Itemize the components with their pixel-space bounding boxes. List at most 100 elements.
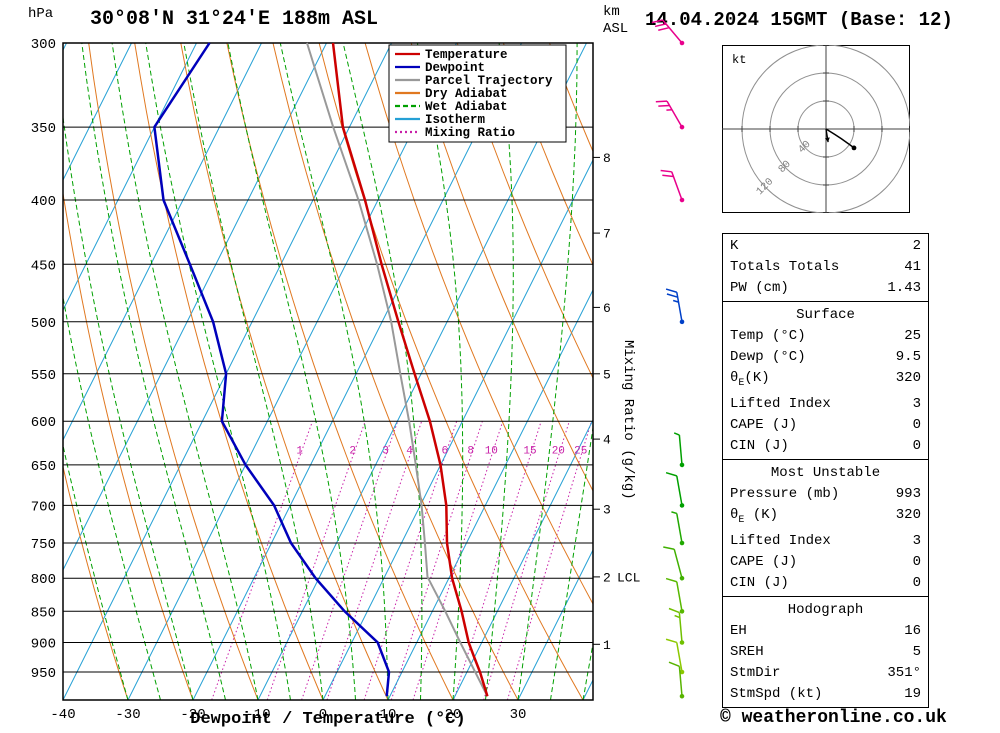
wind-barb: [665, 577, 685, 614]
temperature-curve: [331, 42, 489, 697]
km-tick-label: 7: [603, 227, 611, 242]
table-row: StmSpd (kt) 19: [723, 684, 928, 705]
temp-tick-label: 30: [510, 707, 527, 723]
table-row: θE (K) 320: [723, 505, 928, 531]
legend-label: Dewpoint: [425, 61, 485, 75]
pressure-tick-label: 500: [31, 316, 56, 332]
row-value: 1.43: [887, 280, 921, 296]
wind-barb: [665, 288, 685, 325]
storm-motion-arrow: [825, 128, 830, 143]
wet-adiabats-group: [63, 43, 593, 700]
table-row: CIN (J) 0: [723, 573, 928, 594]
isotherms-group: [63, 43, 593, 700]
dewpoint-curve: [153, 42, 391, 697]
mixing-ratio-label: 1: [296, 446, 303, 458]
km-tick-label: 4: [603, 433, 611, 448]
background-lines: [63, 43, 593, 700]
wind-barb: [668, 607, 685, 645]
table-row: SREH 5: [723, 642, 928, 663]
table-row: Lifted Index 3: [723, 394, 928, 415]
table-row: Pressure (mb) 993: [723, 484, 928, 505]
legend-label: Parcel Trajectory: [425, 74, 553, 88]
mixing-ratio-label: 20: [552, 446, 565, 458]
hodograph-trace-end-dot: [851, 145, 857, 151]
row-label: SREH: [730, 643, 764, 660]
mixing-ratio-labels: 1 2 3 4 6 8 10 15 20 25: [296, 446, 587, 458]
row-value: 993: [895, 485, 921, 502]
wind-barb: [655, 100, 685, 130]
table-row: CAPE (J) 0: [723, 415, 928, 436]
row-value: 0: [912, 437, 921, 454]
x-axis-title: Dewpoint / Temperature (°C): [190, 710, 466, 729]
table-row: θE(K) 320: [723, 368, 928, 394]
row-value: 5: [912, 643, 921, 660]
row-label: Temp (°C): [730, 328, 806, 344]
row-value: 0: [912, 416, 921, 433]
row-label: Lifted Index: [730, 532, 831, 549]
mixing-ratio-label: 25: [574, 446, 587, 458]
legend-label: Mixing Ratio: [425, 126, 515, 140]
row-label: Lifted Index: [730, 395, 831, 412]
table-row: Lifted Index 3: [723, 531, 928, 552]
mixing-ratio-group: [211, 421, 592, 700]
parcel-curve: [306, 42, 489, 697]
temp-tick-label: -10: [245, 707, 270, 723]
wind-barb: [651, 19, 685, 46]
row-label: Dewp (°C): [730, 349, 806, 365]
pressure-tick-label: 700: [31, 499, 56, 515]
row-label: Totals Totals: [730, 259, 840, 275]
chart-datetime: 14.04.2024 15GMT (Base: 12): [645, 9, 953, 31]
row-label: StmDir: [730, 664, 781, 681]
station-title: 30°08'N 31°24'E 188m ASL: [90, 8, 379, 31]
table-row: EH 16: [723, 621, 928, 642]
table-row: CIN (J) 0: [723, 436, 928, 457]
indices-table: K 2 Totals Totals 41 PW (cm) 1.43 Surface Temp …: [722, 233, 929, 708]
wind-barb: [665, 471, 685, 508]
wind-barb: [673, 432, 685, 468]
hodograph-trace: [825, 128, 855, 149]
table-row: StmDir 351°: [723, 663, 928, 684]
lcl-label: LCL: [617, 570, 640, 585]
table-section-header: Hodograph: [787, 601, 864, 618]
pressure-tick-label: 300: [31, 37, 56, 53]
row-value: 25: [904, 328, 921, 344]
row-value: 3: [912, 395, 921, 412]
table-section-header: Most Unstable: [770, 464, 881, 481]
altitude-axis-unit: km ASL: [603, 4, 628, 38]
table-section: K 2 Totals Totals 41 PW (cm) 1.43: [723, 234, 928, 301]
altitude-unit-km: km: [603, 4, 620, 20]
pressure-tick-label: 950: [31, 666, 56, 682]
row-value: 0: [912, 574, 921, 591]
temp-tick-label: -30: [115, 707, 140, 723]
temp-tick-label: 10: [380, 707, 397, 723]
row-label: CAPE (J): [730, 553, 798, 570]
km-tick-label: 5: [603, 367, 611, 382]
row-value: 41: [904, 259, 921, 275]
dry-adiabats-group: [63, 43, 593, 700]
table-section-header: Surface: [796, 307, 855, 323]
mixing-ratio-label: 4: [406, 446, 413, 458]
table-row: CAPE (J) 0: [723, 552, 928, 573]
row-value: 19: [904, 685, 921, 702]
legend-label: Isotherm: [425, 113, 486, 127]
mixing-ratio-label: 10: [485, 446, 498, 458]
row-label: K: [730, 238, 739, 254]
mixing-ratio-label: 15: [523, 446, 536, 458]
pressure-tick-label: 650: [31, 459, 56, 475]
wind-barb: [663, 546, 685, 581]
table-row: Temp (°C) 25: [723, 326, 928, 347]
wind-barb: [668, 661, 685, 699]
legend-label: Wet Adiabat: [425, 100, 508, 114]
wind-barbs-group: [651, 19, 685, 699]
copyright: © weatheronline.co.uk: [720, 708, 947, 728]
table-section: Hodograph EH 16 SREH 5 StmDir 351° StmSpd (kt) 1…: [723, 595, 928, 707]
temp-tick-label: -40: [50, 707, 75, 723]
pressure-tick-label: 750: [31, 537, 56, 553]
wind-barb: [671, 511, 685, 546]
row-label: PW (cm): [730, 280, 789, 296]
row-label: EH: [730, 622, 747, 639]
row-value: 320: [895, 370, 921, 386]
